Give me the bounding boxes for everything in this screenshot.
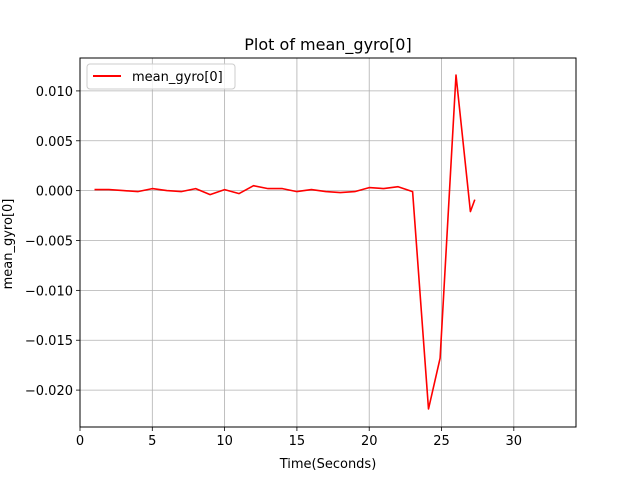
x-tick-label: 25: [433, 434, 450, 449]
y-tick-label: 0.000: [36, 185, 73, 200]
y-tick-label: −0.010: [25, 284, 73, 299]
chart-title: Plot of mean_gyro[0]: [244, 35, 411, 55]
x-axis-label: Time(Seconds): [279, 457, 377, 472]
y-tick-label: −0.015: [25, 334, 73, 349]
axis-ticks: 0 5 10 15 20 25 30 0.010 0.005 0.000 −0.005 −0.010 −…: [25, 85, 522, 449]
plot-area-frame: [79, 57, 577, 428]
y-tick-label: −0.020: [25, 384, 73, 399]
x-tick-label: 5: [148, 434, 156, 449]
y-tick-label: 0.005: [36, 135, 73, 150]
x-tick-label: 15: [289, 434, 306, 449]
grid-lines: [79, 58, 576, 427]
x-tick-label: 0: [76, 434, 84, 449]
x-tick-label: 30: [506, 434, 523, 449]
legend-box: [86, 63, 236, 90]
series-layer: [94, 74, 476, 410]
x-tick-label: 10: [216, 434, 233, 449]
y-tick-label: 0.010: [36, 85, 73, 100]
x-tick-label: 20: [361, 434, 378, 449]
legend: mean_gyro[0]: [86, 63, 236, 90]
legend-label: mean_gyro[0]: [132, 70, 223, 85]
y-tick-label: −0.005: [25, 235, 73, 250]
y-axis-label: mean_gyro[0]: [1, 199, 16, 290]
series-line-mean-gyro: [94, 74, 476, 410]
